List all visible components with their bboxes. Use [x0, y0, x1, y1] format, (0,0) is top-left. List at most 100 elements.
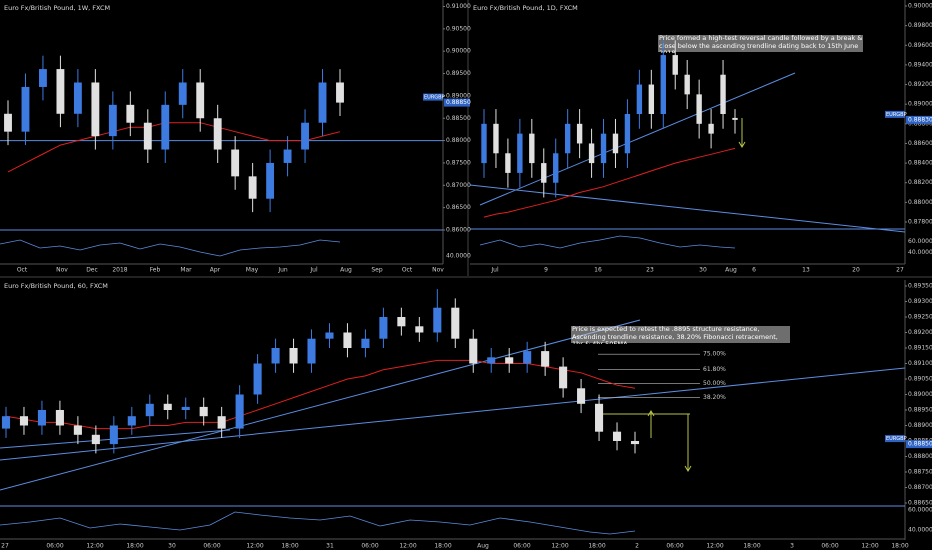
y-tick-label: 0.89150	[908, 345, 932, 352]
candle-body	[21, 86, 30, 132]
y-tick-label: 0.88800	[908, 453, 932, 460]
candle-body	[564, 123, 571, 154]
candle-body	[143, 122, 152, 150]
x-tick-label: Aug	[725, 267, 737, 274]
candle-body	[361, 338, 370, 348]
candle-body	[163, 403, 172, 410]
candle-body	[271, 348, 280, 364]
candle-body	[91, 82, 100, 137]
x-tick-label: 31	[326, 543, 334, 550]
candle-body	[433, 307, 442, 333]
candle-body	[553, 153, 559, 183]
panel-title: Euro Fx/British Pound, 60, FXCM	[4, 282, 108, 290]
trendline	[469, 184, 906, 233]
candle-body	[397, 317, 406, 327]
candle-body	[196, 82, 205, 119]
x-tick-label: 18:00	[743, 543, 760, 550]
y-tick-label: 0.88500	[446, 115, 471, 122]
x-tick-label: Apr	[210, 267, 221, 274]
candle-body	[283, 149, 292, 163]
candle-body	[199, 406, 208, 417]
y-tick-label: 0.90000	[446, 48, 471, 55]
x-tick-label: Aug	[477, 543, 489, 550]
x-tick-label: Jun	[277, 267, 288, 274]
arrow-head	[684, 465, 692, 472]
candle-body	[231, 149, 240, 177]
candle-body	[73, 82, 82, 114]
y-tick-label: 0.89400	[908, 61, 932, 68]
candle-body	[91, 434, 100, 445]
candle-body	[612, 431, 622, 441]
x-tick-label: 06:00	[666, 543, 683, 550]
indicator-line	[0, 239, 341, 257]
y-tick-label: 0.88400	[908, 160, 932, 167]
candle-body	[588, 143, 595, 164]
candle-body	[307, 338, 316, 364]
y-tick-label: 0.89350	[908, 283, 932, 290]
y-tick-label: 0.89100	[908, 360, 932, 367]
candle-body	[660, 55, 666, 114]
candle-body	[541, 163, 547, 183]
candle-body	[19, 416, 29, 426]
x-tick-label: 20	[852, 267, 860, 274]
indicator-tick-label: 40.0000	[446, 253, 471, 260]
candle-body	[684, 74, 690, 95]
x-tick-label: 3	[790, 543, 794, 550]
y-tick-label: 0.88600	[908, 140, 932, 147]
candle-body	[517, 133, 523, 173]
y-tick-label: 0.89800	[908, 22, 932, 29]
x-tick-label: 30	[699, 267, 707, 274]
x-tick-label: 9	[544, 267, 548, 274]
candle-body	[612, 133, 619, 154]
candle-body	[109, 425, 118, 445]
candle-body	[493, 123, 499, 154]
x-tick-label: 27	[896, 267, 904, 274]
y-tick-label: 0.88700	[908, 484, 932, 491]
x-tick-label: Nov	[432, 267, 444, 274]
x-tick-label: 12:00	[246, 543, 263, 550]
annotation-box	[571, 326, 790, 343]
y-tick-label: 0.88000	[446, 137, 471, 144]
candle-body	[343, 332, 352, 348]
candle-body	[630, 441, 640, 445]
x-tick-label: 18:00	[588, 543, 605, 550]
indicator-line	[479, 235, 736, 249]
candle-body	[696, 94, 702, 124]
price-label: 0.88830	[908, 116, 932, 123]
symbol-label: EURGBP	[424, 95, 445, 101]
candle-body	[451, 307, 460, 339]
y-tick-label: 0.90000	[908, 3, 932, 10]
fib-label: 61.80%	[703, 366, 726, 373]
indicator-line	[0, 511, 636, 535]
candle-body	[325, 332, 334, 339]
indicator-tick-label: 60.0000	[908, 238, 932, 245]
arrow-head	[738, 141, 746, 148]
candle-body	[505, 153, 511, 173]
x-tick-label: 18:00	[891, 543, 908, 550]
x-tick-label: 12:00	[86, 543, 103, 550]
candle-body	[672, 55, 678, 75]
panel-title: Euro Fx/British Pound, 1D, FXCM	[473, 4, 578, 12]
symbol-tag	[885, 435, 905, 443]
candle-body	[56, 69, 65, 114]
y-tick-label: 0.89300	[908, 298, 932, 305]
x-tick-label: Nov	[56, 267, 68, 274]
candle-body	[481, 123, 487, 164]
candle-body	[37, 410, 46, 426]
x-tick-label: 16	[594, 267, 602, 274]
x-tick-label: 06:00	[46, 543, 63, 550]
symbol-label: EURGBP	[886, 112, 907, 118]
y-tick-label: 0.88950	[908, 407, 932, 414]
y-tick-label: 0.89500	[446, 70, 471, 77]
indicator-tick-label: 40.0000	[908, 527, 932, 534]
candle-body	[576, 123, 583, 144]
y-tick-label: 0.87000	[446, 182, 471, 189]
x-tick-label: 18:00	[434, 543, 451, 550]
x-tick-label: Jul	[490, 267, 499, 274]
candle-body	[523, 351, 532, 364]
y-tick-label: 0.89050	[908, 376, 932, 383]
moving-average	[483, 147, 736, 218]
candle-body	[145, 403, 154, 417]
